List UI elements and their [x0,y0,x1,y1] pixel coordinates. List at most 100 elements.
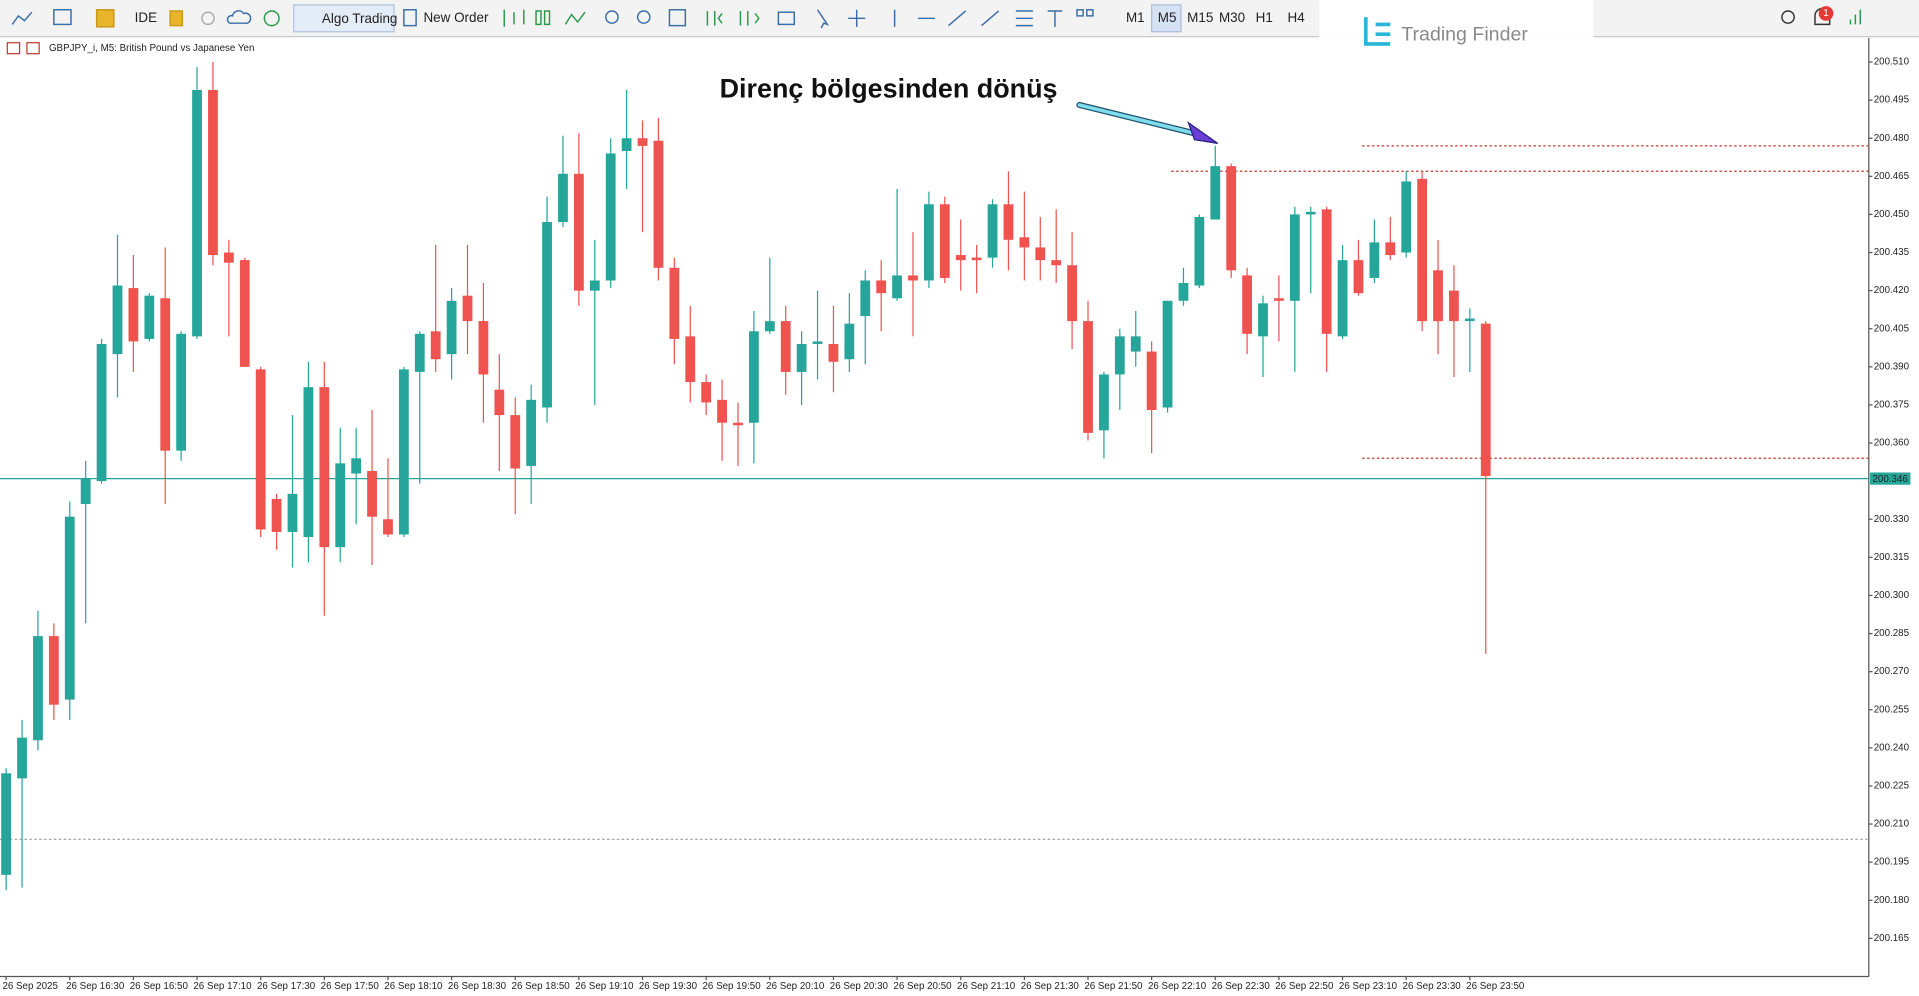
timeframe-button[interactable]: H1 [1256,10,1273,25]
icon[interactable] [777,11,796,26]
icon[interactable] [11,11,33,25]
timeframe-button[interactable]: M30 [1219,10,1245,25]
y-tick-label: 200.255 [1874,704,1910,715]
candle-body [271,498,282,532]
candle-body [398,369,409,535]
candle-body [112,285,123,355]
icon[interactable] [1086,9,1094,17]
y-tick-label: 200.180 [1874,895,1910,906]
candle-body [939,204,950,278]
x-tick-label: 26 Sep 19:50 [702,981,761,992]
algo-trading-button[interactable] [293,4,395,33]
icon[interactable] [263,10,280,27]
watermark-logo [1363,17,1391,46]
timeframe-button[interactable]: H4 [1287,10,1305,25]
candle-body [796,343,807,372]
notification-count: 1 [1823,8,1828,19]
timeframe-button[interactable]: M15 [1187,10,1213,25]
candle-body [1401,181,1412,253]
active-timeframe[interactable] [1151,4,1182,33]
new-order-button[interactable]: New Order [423,10,489,25]
candle-body [1385,242,1396,256]
candle-body [1464,318,1475,322]
candle-body [351,458,362,474]
icon[interactable] [816,9,830,29]
candle-body [971,257,982,261]
candle-body [1337,260,1348,337]
candle-body [780,321,791,372]
icon[interactable] [1781,10,1795,24]
timeframe-button[interactable]: M1 [1126,10,1145,25]
x-tick-label: 26 Sep 18:50 [512,981,571,992]
candle-body [176,333,187,451]
candle-body [128,288,139,342]
icon[interactable] [1076,9,1084,17]
candle-body [558,173,568,223]
icon[interactable] [605,10,619,24]
y-tick-label: 200.285 [1874,628,1910,639]
y-tick-label: 200.390 [1874,361,1910,372]
candle-body [319,387,330,548]
candle-body [1130,336,1141,352]
candle-body [1067,265,1077,322]
candle-body [1226,166,1237,271]
icon[interactable] [403,9,417,27]
candle-body [1305,211,1316,215]
icon[interactable] [535,10,542,26]
y-tick-label: 200.225 [1874,781,1910,792]
candle-body [383,519,393,535]
chart-title: GBPJPY_i, M5: British Pound vs Japanese … [49,43,254,54]
icon[interactable] [169,10,184,27]
candle-body [160,298,171,451]
icon[interactable] [848,9,866,27]
x-tick-label: 26 Sep 18:30 [448,981,507,992]
candle-body [1480,323,1491,477]
candle-body [64,516,75,700]
candle-body [1051,260,1062,266]
candles [0,62,1869,891]
x-tick-label: 26 Sep 18:10 [384,981,443,992]
icon[interactable] [1849,9,1861,25]
icon[interactable] [503,9,525,27]
y-tick-label: 200.210 [1874,819,1910,830]
icon[interactable] [706,10,723,26]
candle-body [255,369,266,530]
candle-body [1433,270,1443,322]
timeframe-button[interactable]: M5 [1158,10,1177,25]
icon[interactable] [226,10,252,24]
x-tick-label: 26 Sep 23:10 [1339,981,1398,992]
y-tick-label: 200.495 [1874,95,1910,106]
candle-body [812,341,823,344]
icon[interactable] [95,9,115,28]
icon[interactable] [739,10,760,26]
candle-body [17,737,27,779]
candle-body [908,275,918,281]
y-tick-label: 200.405 [1874,323,1910,334]
algo-trading-label[interactable]: Algo Trading [322,11,398,26]
candle-body [430,331,441,360]
icon[interactable] [564,11,586,25]
y-tick-label: 200.360 [1874,438,1910,449]
icon[interactable] [893,9,1063,27]
icon[interactable] [53,9,72,26]
candle-body [1019,237,1030,248]
icon[interactable] [543,10,551,26]
icon[interactable] [636,10,651,24]
current-price-label: 200.346 [1872,474,1907,485]
icon[interactable] [668,9,687,27]
candle-body [955,255,966,261]
y-tick-label: 200.510 [1874,57,1910,68]
candle-body [1210,166,1221,220]
candle-body [1146,351,1157,411]
y-tick-label: 200.315 [1874,552,1910,563]
candle-body [414,333,425,372]
candle-body [605,153,616,281]
y-tick-label: 200.330 [1874,514,1910,525]
icon[interactable] [201,11,215,26]
y-tick-label: 200.240 [1874,742,1910,753]
ide-button[interactable]: IDE [135,10,157,25]
y-tick-label: 200.435 [1874,247,1910,258]
chart-icon [26,42,40,55]
